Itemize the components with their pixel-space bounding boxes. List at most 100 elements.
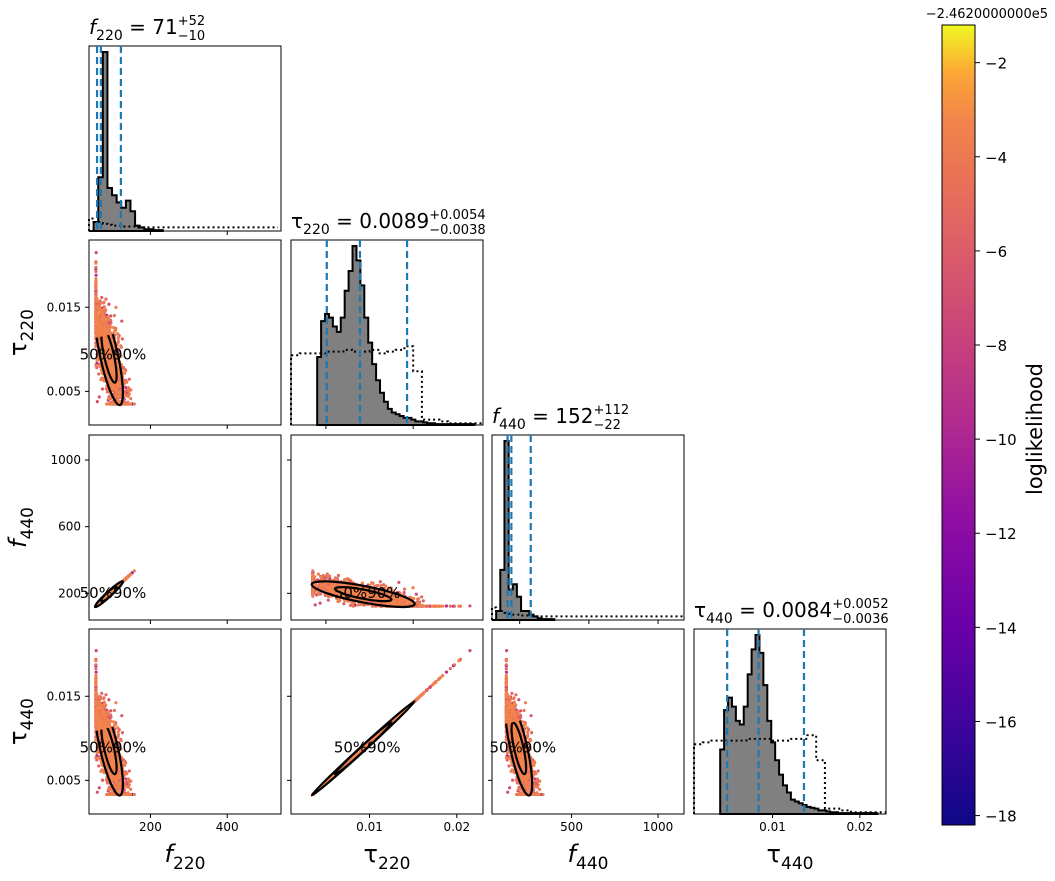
sample-point [311,569,315,573]
sample-point [316,592,321,597]
sample-point [351,604,355,608]
sample-point [107,302,111,306]
contour-90 [93,311,125,407]
sample-point [107,355,111,359]
sample-point [377,594,381,598]
sample-point [103,332,107,336]
sample-point [349,588,353,592]
sample-point [313,603,317,607]
sample-point [94,329,98,334]
sample-point [100,371,104,375]
sample-point [125,575,129,580]
sample-point [123,380,127,384]
sample-point [94,666,98,671]
sample-point [112,402,116,406]
sample-point [97,299,101,303]
sample-point [357,602,361,606]
sample-point [116,332,120,336]
sample-point [94,265,98,270]
sample-point [397,590,401,595]
sample-point [372,593,376,597]
title-plus: +0.0054 [429,208,485,223]
sample-point [127,392,131,396]
sample-point [428,604,432,608]
y-tick-label: 0.005 [47,384,81,398]
sample-point [379,584,383,588]
sample-point [444,604,449,608]
sample-point [343,589,348,594]
histogram [316,245,476,426]
sample-point [397,580,401,584]
sample-point [432,604,436,608]
sample-point [123,389,127,393]
sample-point [94,649,98,653]
sample-point [106,314,110,319]
sample-point [94,313,98,317]
sample-point [338,582,342,586]
sample-point [114,387,118,391]
sample-point [116,339,120,343]
sample-point [100,295,104,300]
sample-point [118,391,122,395]
panel-f_440-vs-tau_220: 50%90% [287,434,484,624]
sample-point [95,400,99,404]
sample-point [326,573,330,578]
sample-point [108,380,113,385]
sample-point [99,378,103,382]
sample-point [412,596,416,601]
title-symbol: τ [291,209,303,233]
title-plus: +112 [593,403,629,418]
sample-point [100,778,105,782]
sample-point [452,604,457,608]
sample-point [109,319,113,323]
sample-point [336,599,340,604]
sample-point [94,291,98,296]
sample-point [110,589,114,594]
sample-point [348,603,353,607]
sample-point [105,390,109,394]
sample-point [102,300,106,304]
sample-point [95,322,99,326]
sample-point [105,338,109,342]
sample-point [107,698,111,702]
sample-point [390,588,394,592]
sample-point [112,365,116,369]
contour-label: 50%90% [334,584,401,602]
sample-point [123,393,127,397]
y-tick-label: 1000 [50,453,81,467]
sample-point [331,584,335,588]
sample-point [109,364,113,368]
sample-point [94,335,98,339]
sample-point [107,396,111,401]
sample-point [322,582,326,586]
sample-point [94,277,98,281]
sample-point [109,714,113,718]
sample-point [116,382,120,387]
sample-point [336,573,341,578]
sample-point [417,604,421,608]
sample-point [99,327,103,331]
title-subscript: 220 [96,28,123,44]
sample-point [406,599,410,603]
sample-point [100,310,104,315]
sample-point [119,345,124,349]
sample-point [397,596,401,601]
sample-point [118,376,122,380]
axis-ticks [325,425,414,429]
title-subscript: 220 [303,222,330,238]
sample-point [359,592,364,596]
prior-histogram [88,217,278,231]
sample-point [102,319,106,323]
panel-f_440-vs-f_440: f440 = 152+112−22 [491,403,685,624]
sample-point [123,371,127,375]
sample-point [360,581,365,585]
sample-point [104,297,108,301]
sample-point [94,269,98,274]
sample-point [421,599,425,603]
sample-point [316,572,320,576]
panel-f_220-vs-f_220: f220 = 71+52−10 [88,14,282,235]
sample-point [120,319,124,323]
sample-point [120,731,125,735]
